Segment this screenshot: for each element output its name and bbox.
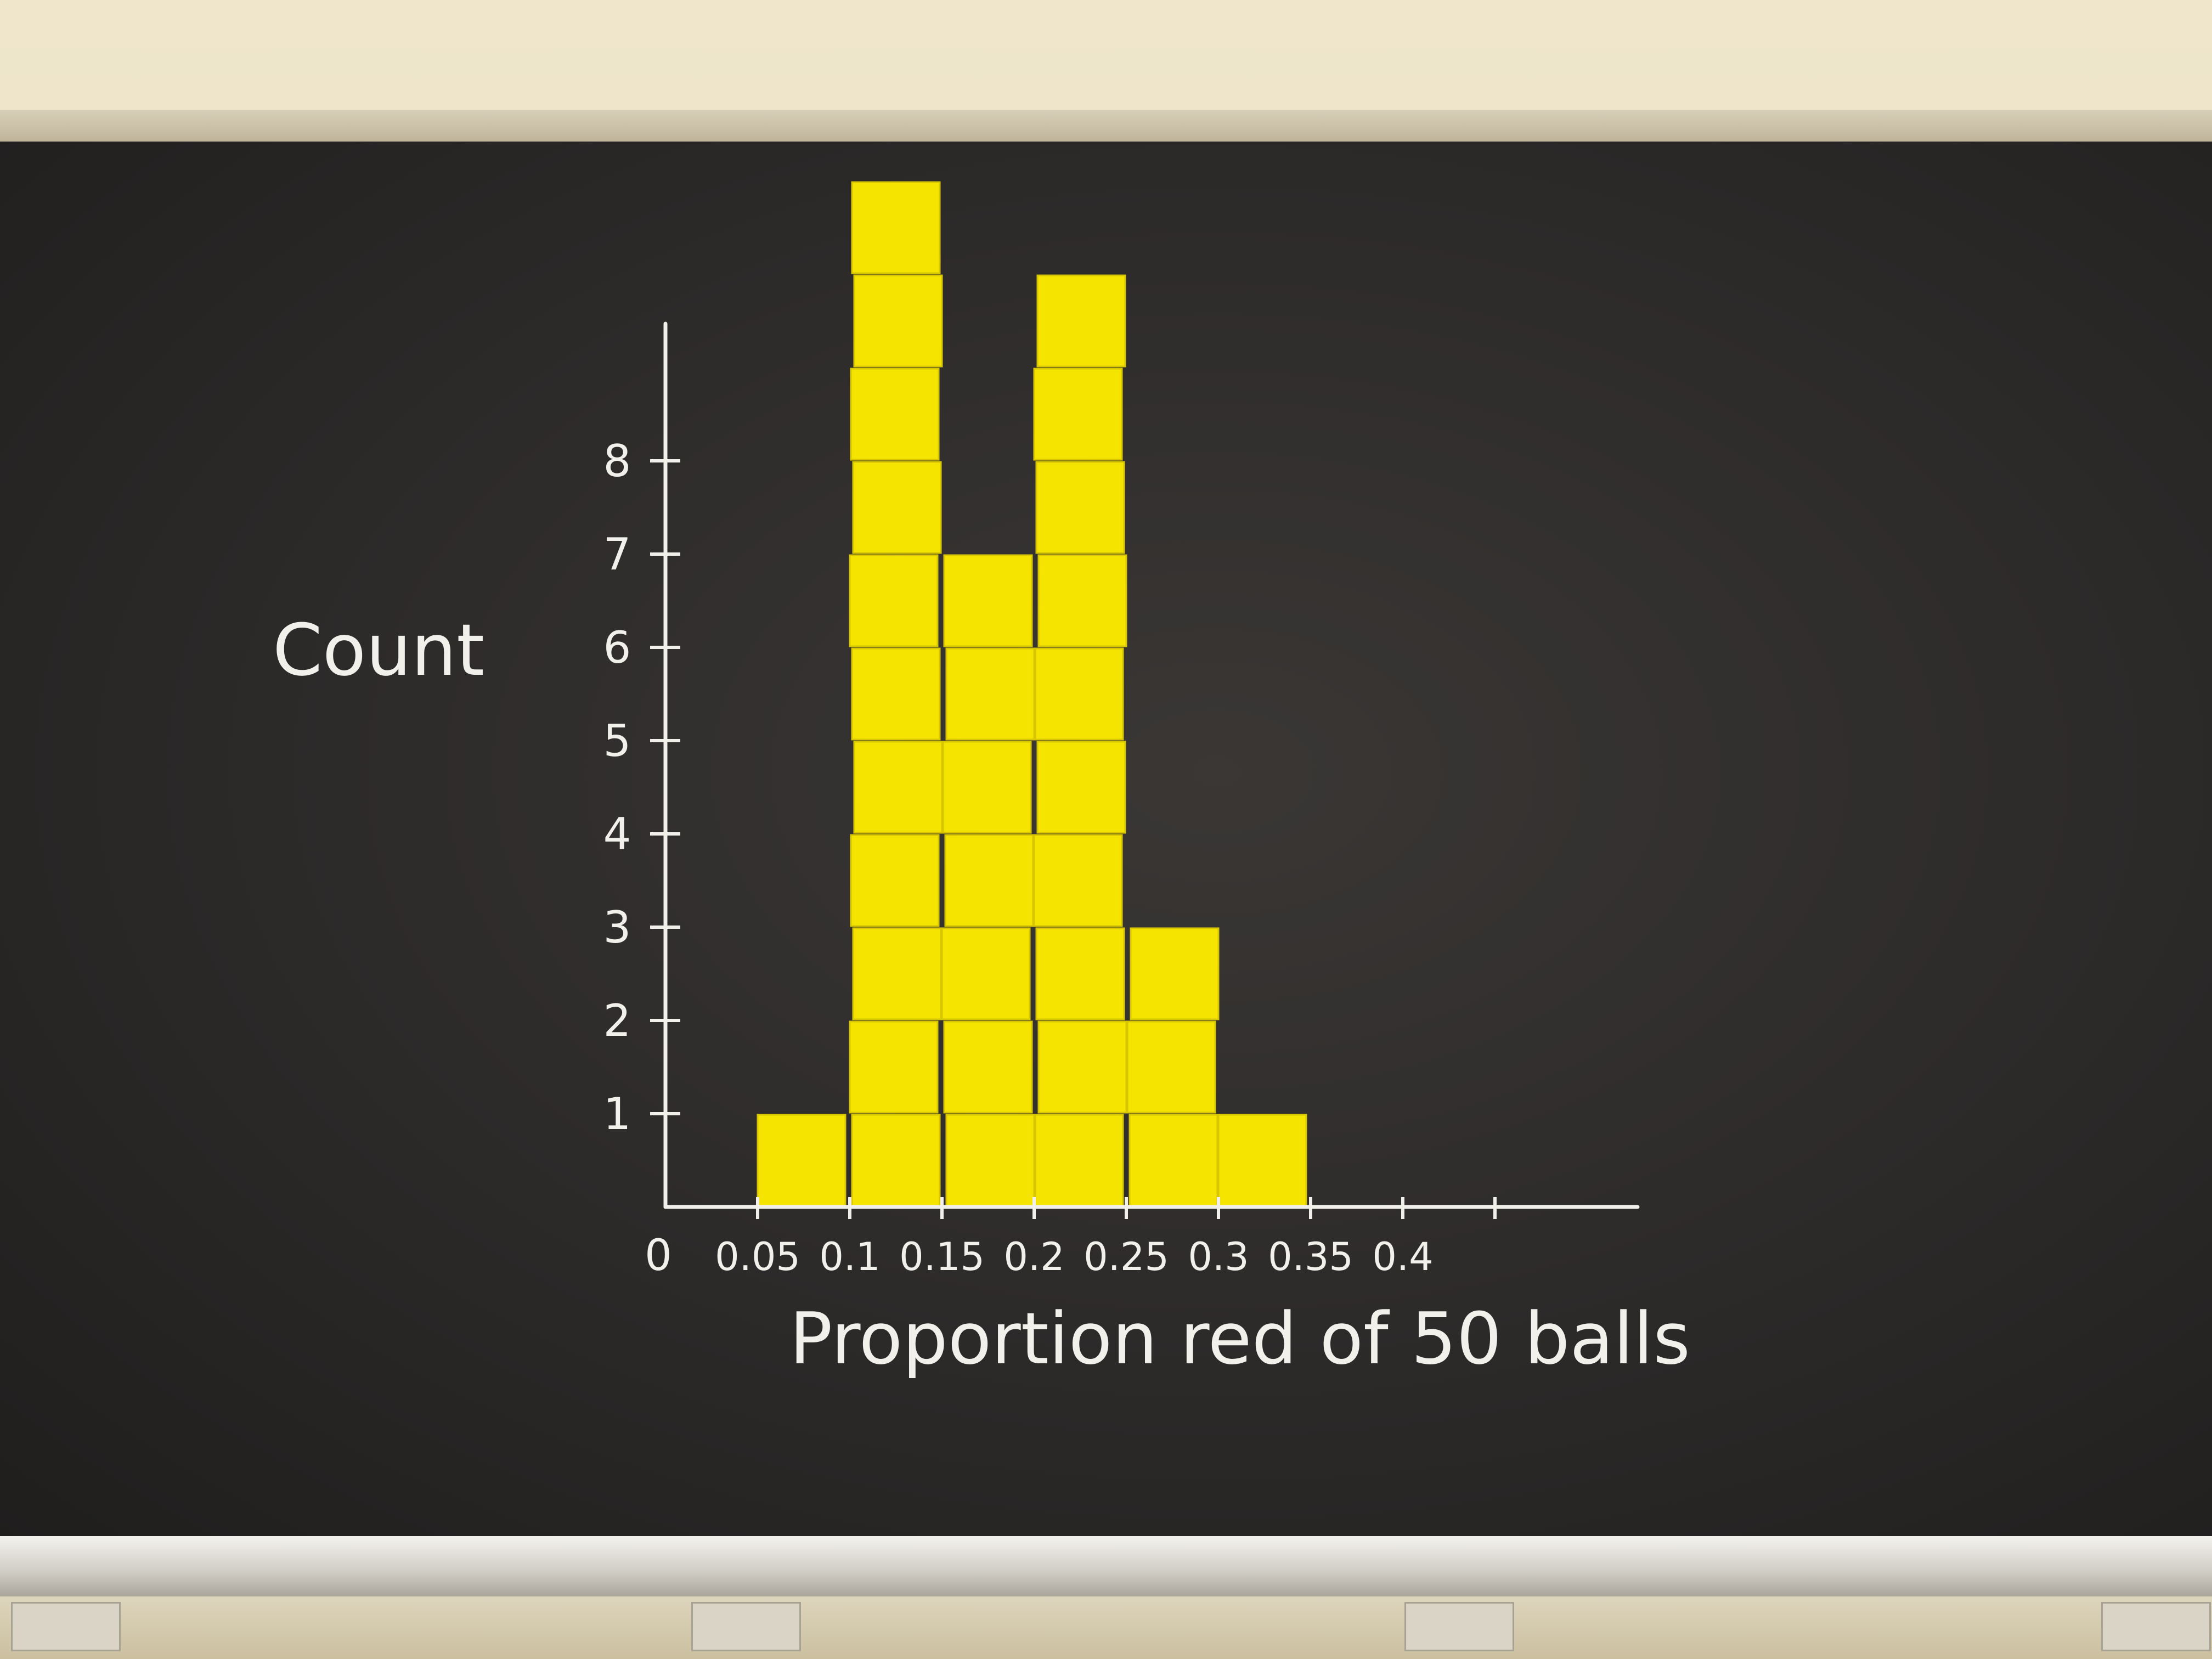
- sticky-note: [942, 741, 1032, 834]
- sticky-note: [1128, 1114, 1218, 1207]
- x-ticks-layer: 0 0.05 0.1 0.15 0.2 0.25 0.3 0.35 0.4: [645, 1197, 1497, 1280]
- sticky-note: [1130, 927, 1220, 1020]
- y-tick-label: 7: [603, 529, 631, 580]
- sticky-note: [1034, 1114, 1124, 1207]
- sticky-note: [1036, 274, 1126, 368]
- sticky-note: [850, 834, 940, 927]
- sticky-note: [852, 927, 942, 1020]
- sticky-note: [1217, 1114, 1307, 1207]
- sticky-note: [849, 1020, 939, 1114]
- sticky-note: [944, 834, 1034, 927]
- sticky-note: [851, 181, 941, 274]
- y-tick-label: 3: [603, 902, 631, 953]
- y-tick-label: 5: [603, 715, 631, 766]
- electrical-outlet: [691, 1602, 801, 1651]
- sticky-note: [1037, 554, 1127, 647]
- y-tick-label: 2: [603, 995, 631, 1046]
- sticky-note: [850, 368, 940, 461]
- x-tick-label: 0.25: [1084, 1234, 1169, 1279]
- x-tick-label: 0: [645, 1231, 672, 1280]
- x-tick-label: 0.1: [819, 1234, 880, 1279]
- sticky-note: [1035, 461, 1125, 554]
- x-tick-label: 0.35: [1268, 1234, 1353, 1279]
- electrical-outlet: [11, 1602, 121, 1651]
- electrical-outlet: [1404, 1602, 1514, 1651]
- histogram-bar: [941, 554, 1035, 1207]
- histogram-bar: [849, 181, 943, 1207]
- x-tick-label: 0.4: [1372, 1234, 1433, 1279]
- sticky-note: [851, 1114, 941, 1207]
- bars-layer: [757, 181, 1307, 1207]
- axes-layer: [663, 321, 1640, 1209]
- sticky-note: [945, 647, 1035, 741]
- sticky-note: [943, 1020, 1033, 1114]
- histogram-bar: [1217, 1114, 1307, 1207]
- histogram-bar: [1126, 927, 1220, 1207]
- x-tick-label: 0.2: [1003, 1234, 1064, 1279]
- y-tick-label: 6: [603, 622, 631, 673]
- chalk-tray: [0, 1536, 2212, 1596]
- sticky-note: [941, 927, 1031, 1020]
- sticky-note: [1034, 647, 1124, 741]
- y-ticks-layer: 1 2 3 4 5 6 7 8: [603, 436, 680, 1139]
- histogram-bar: [1033, 274, 1127, 1207]
- sticky-note: [853, 741, 943, 834]
- sticky-note: [849, 554, 939, 647]
- sticky-note: [1033, 834, 1123, 927]
- histogram-bar: [757, 1114, 847, 1207]
- y-axis-title: Count: [273, 608, 484, 692]
- sticky-note: [1035, 927, 1125, 1020]
- y-tick-label: 4: [603, 809, 631, 860]
- sticky-note: [1033, 368, 1123, 461]
- sticky-note: [943, 554, 1033, 647]
- x-axis-title: Proportion red of 50 balls: [789, 1297, 1690, 1380]
- y-tick-label: 1: [603, 1088, 631, 1139]
- x-tick-label: 0.05: [715, 1234, 800, 1279]
- electrical-outlet: [2101, 1602, 2211, 1651]
- sticky-note: [853, 274, 943, 368]
- x-tick-label: 0.3: [1188, 1234, 1249, 1279]
- sticky-note: [1126, 1020, 1216, 1114]
- x-tick-label: 0.15: [899, 1234, 985, 1279]
- sticky-note: [945, 1114, 1035, 1207]
- sticky-note: [757, 1114, 847, 1207]
- wall-strip: [0, 1596, 2212, 1659]
- sticky-note: [851, 647, 941, 741]
- sticky-note: [1036, 741, 1126, 834]
- sticky-note: [1037, 1020, 1127, 1114]
- sticky-note: [852, 461, 942, 554]
- y-tick-label: 8: [603, 436, 631, 487]
- board-top-frame: [0, 110, 2212, 143]
